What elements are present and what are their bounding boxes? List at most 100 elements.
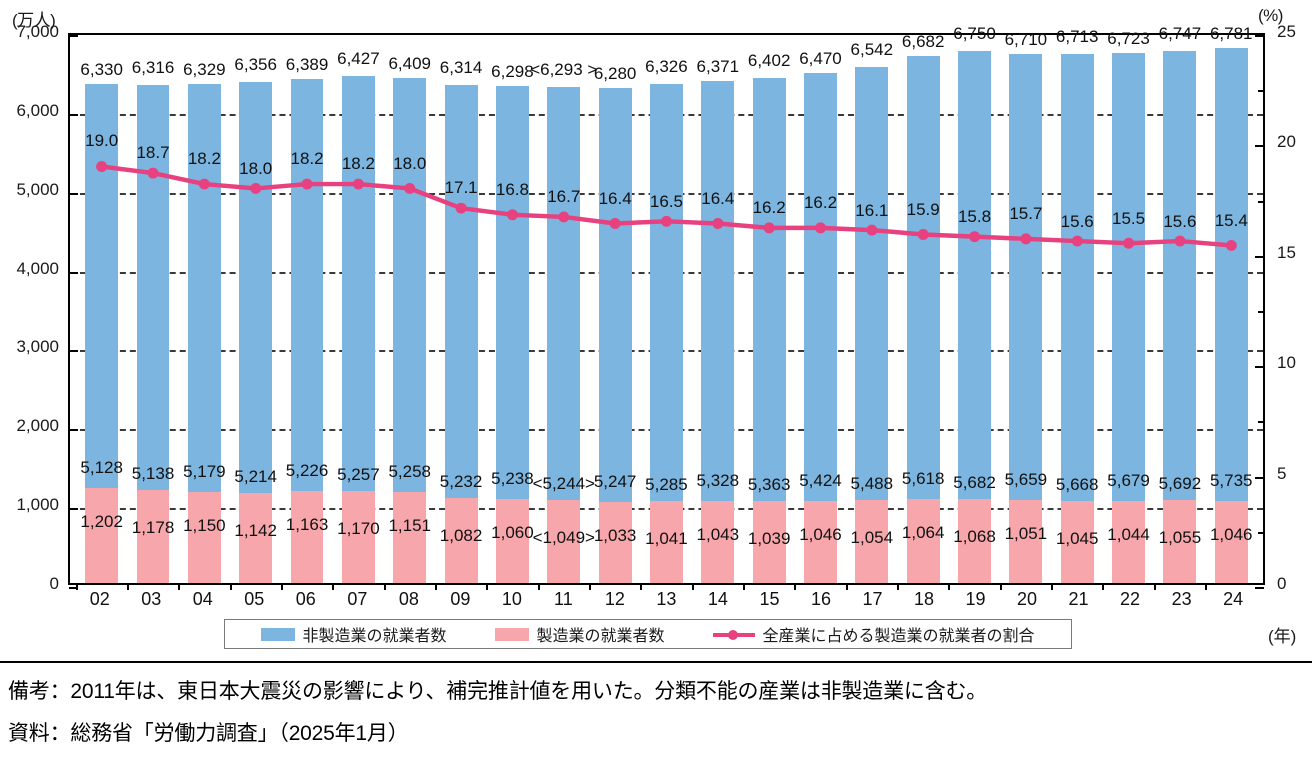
x-tickmark bbox=[640, 583, 643, 590]
bar-group-04[interactable]: 6,329 5,179 1,150 18.2 bbox=[178, 35, 230, 590]
legend-item-label: 非製造業の就業者数 bbox=[302, 628, 447, 645]
ratio-value-label: 16.8 bbox=[495, 180, 529, 200]
bar-segment-nonmanufacturing[interactable] bbox=[1214, 48, 1248, 501]
bar-segment-nonmanufacturing[interactable] bbox=[187, 83, 221, 493]
bar-group-18[interactable]: 6,682 5,618 1,064 15.9 bbox=[897, 32, 949, 590]
bar-segment-manufacturing[interactable] bbox=[444, 497, 478, 583]
bar-group-14[interactable]: 6,371 5,328 1,043 16.4 bbox=[691, 35, 743, 590]
bar-group-11[interactable]: <6,293 > <5,244> <1,049> 16.7 bbox=[530, 35, 597, 590]
nonmanufacturing-value-label: 5,285 bbox=[645, 474, 688, 494]
bar-segment-manufacturing[interactable] bbox=[547, 500, 581, 583]
total-value-label: 6,750 bbox=[953, 23, 996, 43]
bar-segment-manufacturing[interactable] bbox=[239, 492, 273, 583]
bar-segment-manufacturing[interactable] bbox=[187, 492, 221, 583]
bar-group-23[interactable]: 6,747 5,692 1,055 15.6 bbox=[1153, 24, 1205, 590]
bar-segment-nonmanufacturing[interactable] bbox=[804, 72, 837, 501]
right-axis-tick-10: 10 bbox=[1277, 353, 1296, 373]
nonmanufacturing-value-label: 5,735 bbox=[1209, 470, 1253, 490]
left-axis-tick-7000: 7,000 bbox=[16, 22, 59, 41]
bar-segment-nonmanufacturing[interactable] bbox=[85, 83, 119, 489]
bar-segment-manufacturing[interactable] bbox=[752, 501, 786, 583]
bar-segment-manufacturing[interactable] bbox=[650, 500, 683, 583]
legend-item-0[interactable]: 非製造業の就業者数 bbox=[261, 622, 447, 646]
bar-segment-nonmanufacturing[interactable] bbox=[855, 67, 889, 500]
nonmanufacturing-value-label: 5,363 bbox=[747, 475, 791, 495]
bar-group-24[interactable]: 6,781 5,735 1,046 15.4 bbox=[1205, 24, 1257, 590]
total-value-label: 6,723 bbox=[1107, 28, 1150, 48]
bar-segment-manufacturing[interactable] bbox=[136, 490, 170, 583]
total-value-label: 6,747 bbox=[1158, 23, 1202, 43]
bar-group-03[interactable]: 6,316 5,138 1,178 18.7 bbox=[126, 35, 178, 590]
bar-segment-nonmanufacturing[interactable] bbox=[701, 80, 735, 501]
bar-segment-manufacturing[interactable] bbox=[341, 490, 375, 583]
bar-segment-nonmanufacturing[interactable] bbox=[290, 79, 324, 492]
bar-segment-nonmanufacturing[interactable] bbox=[393, 77, 427, 493]
legend-item-label: 全産業に占める製造業の就業者の割合 bbox=[762, 628, 1035, 645]
left-tickmark bbox=[69, 271, 78, 274]
manufacturing-value-label: 1,054 bbox=[850, 527, 894, 547]
bar-group-05[interactable]: 6,356 5,214 1,142 18.0 bbox=[229, 35, 281, 590]
bar-segment-nonmanufacturing[interactable] bbox=[1060, 53, 1094, 501]
bar-segment-nonmanufacturing[interactable] bbox=[598, 87, 632, 502]
bar-segment-manufacturing[interactable] bbox=[1060, 500, 1094, 583]
bar-segment-manufacturing[interactable] bbox=[1009, 500, 1043, 583]
bar-group-19[interactable]: 6,750 5,682 1,068 15.8 bbox=[948, 24, 1000, 590]
x-tickmark bbox=[75, 583, 78, 590]
bar-group-13[interactable]: 6,326 5,285 1,041 16.5 bbox=[640, 35, 692, 590]
bar-group-16[interactable]: 6,470 5,424 1,046 16.2 bbox=[794, 35, 846, 590]
bar-group-22[interactable]: 6,723 5,679 1,044 15.5 bbox=[1102, 29, 1154, 590]
bar-segment-nonmanufacturing[interactable] bbox=[650, 84, 683, 501]
bar-segment-nonmanufacturing[interactable] bbox=[341, 76, 375, 491]
bar-segment-nonmanufacturing[interactable] bbox=[136, 84, 170, 491]
bar-segment-manufacturing[interactable] bbox=[1163, 499, 1197, 583]
bar-segment-manufacturing[interactable] bbox=[906, 499, 940, 583]
x-tickmark bbox=[486, 583, 489, 590]
bar-group-09[interactable]: 6,314 5,232 1,082 17.1 bbox=[434, 35, 486, 590]
bar-group-15[interactable]: 6,402 5,363 1,039 16.2 bbox=[742, 35, 794, 590]
x-axis-label-06: 06 bbox=[295, 589, 316, 609]
bar-group-21[interactable]: 6,713 5,668 1,045 15.6 bbox=[1051, 27, 1103, 590]
bar-group-12[interactable]: 6,280 5,247 1,033 16.4 bbox=[588, 35, 640, 590]
nonmanufacturing-value-label: <5,244> bbox=[532, 474, 595, 494]
bar-segment-nonmanufacturing[interactable] bbox=[752, 78, 786, 502]
bar-segment-manufacturing[interactable] bbox=[958, 498, 991, 583]
x-axis-label-14: 14 bbox=[707, 589, 728, 609]
bar-group-10[interactable]: 6,298 5,238 1,060 16.8 bbox=[486, 35, 538, 590]
manufacturing-value-label: 1,064 bbox=[901, 523, 945, 543]
right-minor-tickmark bbox=[1258, 90, 1264, 93]
bar-segment-nonmanufacturing[interactable] bbox=[1163, 50, 1197, 500]
bar-segment-manufacturing[interactable] bbox=[598, 501, 632, 583]
bar-segment-manufacturing[interactable] bbox=[1112, 500, 1145, 583]
bar-group-06[interactable]: 6,389 5,226 1,163 18.2 bbox=[280, 35, 332, 590]
bar-segment-manufacturing[interactable] bbox=[701, 500, 735, 583]
bar-group-02[interactable]: 6,330 5,128 1,202 19.0 bbox=[75, 35, 127, 590]
bar-segment-nonmanufacturing[interactable] bbox=[547, 86, 581, 501]
bar-segment-nonmanufacturing[interactable] bbox=[239, 81, 273, 493]
right-axis-tick-25: 25 bbox=[1277, 22, 1296, 41]
bar-group-17[interactable]: 6,542 5,488 1,054 16.1 bbox=[845, 35, 897, 590]
bar-group-08[interactable]: 6,409 5,258 1,151 18.0 bbox=[383, 35, 435, 590]
bar-segment-nonmanufacturing[interactable] bbox=[906, 56, 940, 500]
x-tickmark bbox=[1153, 583, 1156, 590]
x-tickmark bbox=[897, 583, 899, 590]
x-axis-label-12: 12 bbox=[604, 589, 625, 609]
x-axis-label-03: 03 bbox=[141, 589, 162, 609]
bar-segment-manufacturing[interactable] bbox=[393, 492, 427, 583]
bar-segment-manufacturing[interactable] bbox=[855, 499, 889, 583]
bar-segment-manufacturing[interactable] bbox=[1214, 500, 1248, 583]
bar-group-20[interactable]: 6,710 5,659 1,051 15.7 bbox=[999, 30, 1051, 590]
bar-segment-manufacturing[interactable] bbox=[495, 499, 529, 583]
bar-segment-nonmanufacturing[interactable] bbox=[958, 50, 991, 499]
bar-segment-manufacturing[interactable] bbox=[804, 500, 837, 583]
bar-segment-nonmanufacturing[interactable] bbox=[495, 86, 529, 500]
legend-item-1[interactable]: 製造業の就業者数 bbox=[495, 622, 665, 646]
left-axis-tick-3000: 3,000 bbox=[16, 337, 59, 357]
legend-item-2[interactable]: 全産業に占める製造業の就業者の割合 bbox=[713, 622, 1035, 646]
bar-segment-nonmanufacturing[interactable] bbox=[1112, 52, 1145, 501]
bar-segment-manufacturing[interactable] bbox=[85, 488, 119, 583]
bar-segment-nonmanufacturing[interactable] bbox=[444, 85, 478, 498]
bar-group-07[interactable]: 6,427 5,257 1,170 18.2 bbox=[332, 35, 384, 590]
bar-segment-manufacturing[interactable] bbox=[290, 491, 324, 583]
nonmanufacturing-value-label: 5,328 bbox=[696, 470, 740, 490]
bar-segment-nonmanufacturing[interactable] bbox=[1009, 53, 1043, 501]
